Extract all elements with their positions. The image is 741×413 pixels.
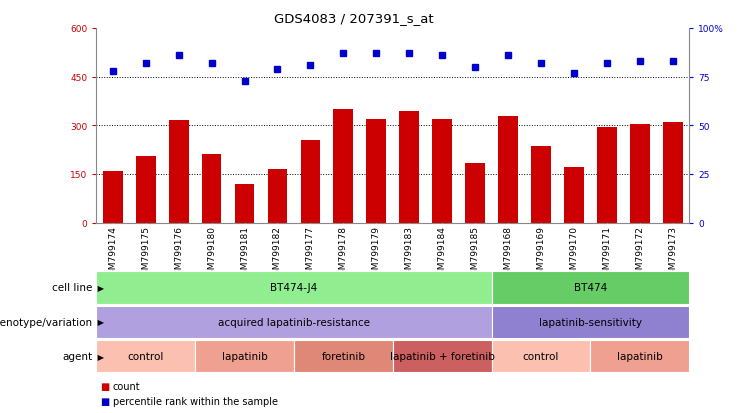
Bar <box>564 168 584 223</box>
Bar <box>96 340 195 373</box>
Text: GSM799183: GSM799183 <box>405 225 413 280</box>
Text: GSM799181: GSM799181 <box>240 225 249 280</box>
Text: genotype/variation: genotype/variation <box>0 317 93 327</box>
Bar <box>531 147 551 223</box>
Text: GSM799184: GSM799184 <box>438 225 447 280</box>
Text: BT474: BT474 <box>574 282 607 293</box>
Text: ▶: ▶ <box>95 352 104 361</box>
Text: percentile rank within the sample: percentile rank within the sample <box>113 396 278 406</box>
Text: lapatinib + foretinib: lapatinib + foretinib <box>390 351 494 361</box>
Text: GSM799176: GSM799176 <box>174 225 183 280</box>
Bar <box>432 119 452 223</box>
Text: ■: ■ <box>100 396 109 406</box>
Bar <box>498 116 518 223</box>
Text: GSM799178: GSM799178 <box>339 225 348 280</box>
Bar <box>103 171 123 223</box>
Bar <box>301 140 320 223</box>
Text: GSM799173: GSM799173 <box>668 225 677 280</box>
Text: lapatinib: lapatinib <box>222 351 268 361</box>
Text: lapatinib: lapatinib <box>617 351 662 361</box>
Bar <box>491 306 689 338</box>
Text: cell line: cell line <box>53 282 93 293</box>
Bar <box>294 340 393 373</box>
Text: lapatinib-sensitivity: lapatinib-sensitivity <box>539 317 642 327</box>
Bar <box>491 340 591 373</box>
Bar <box>136 157 156 223</box>
Text: GSM799168: GSM799168 <box>503 225 513 280</box>
Bar <box>662 123 682 223</box>
Text: GSM799175: GSM799175 <box>142 225 150 280</box>
Bar <box>630 124 650 223</box>
Text: GSM799185: GSM799185 <box>471 225 479 280</box>
Bar <box>366 119 386 223</box>
Bar <box>195 340 294 373</box>
Text: GSM799170: GSM799170 <box>569 225 579 280</box>
Text: GDS4083 / 207391_s_at: GDS4083 / 207391_s_at <box>274 12 433 25</box>
Bar <box>491 271 689 304</box>
Text: GSM799180: GSM799180 <box>207 225 216 280</box>
Text: GSM799179: GSM799179 <box>372 225 381 280</box>
Text: acquired lapatinib-resistance: acquired lapatinib-resistance <box>218 317 370 327</box>
Text: GSM799177: GSM799177 <box>306 225 315 280</box>
Text: foretinib: foretinib <box>322 351 365 361</box>
Bar <box>591 340 689 373</box>
Text: agent: agent <box>62 351 93 361</box>
Text: GSM799172: GSM799172 <box>635 225 644 280</box>
Bar <box>169 121 188 223</box>
Bar <box>399 112 419 223</box>
Bar <box>96 271 491 304</box>
Text: BT474-J4: BT474-J4 <box>270 282 318 293</box>
Text: ■: ■ <box>100 381 109 391</box>
Bar <box>393 340 491 373</box>
Bar <box>465 163 485 223</box>
Bar <box>96 306 491 338</box>
Text: ▶: ▶ <box>95 318 104 326</box>
Text: GSM799182: GSM799182 <box>273 225 282 280</box>
Text: GSM799174: GSM799174 <box>108 225 117 280</box>
Bar <box>268 170 288 223</box>
Bar <box>235 184 254 223</box>
Text: GSM799169: GSM799169 <box>536 225 545 280</box>
Bar <box>333 110 353 223</box>
Bar <box>202 155 222 223</box>
Bar <box>597 128 617 223</box>
Text: count: count <box>113 381 140 391</box>
Text: control: control <box>127 351 164 361</box>
Text: control: control <box>522 351 559 361</box>
Text: ▶: ▶ <box>95 283 104 292</box>
Text: GSM799171: GSM799171 <box>602 225 611 280</box>
